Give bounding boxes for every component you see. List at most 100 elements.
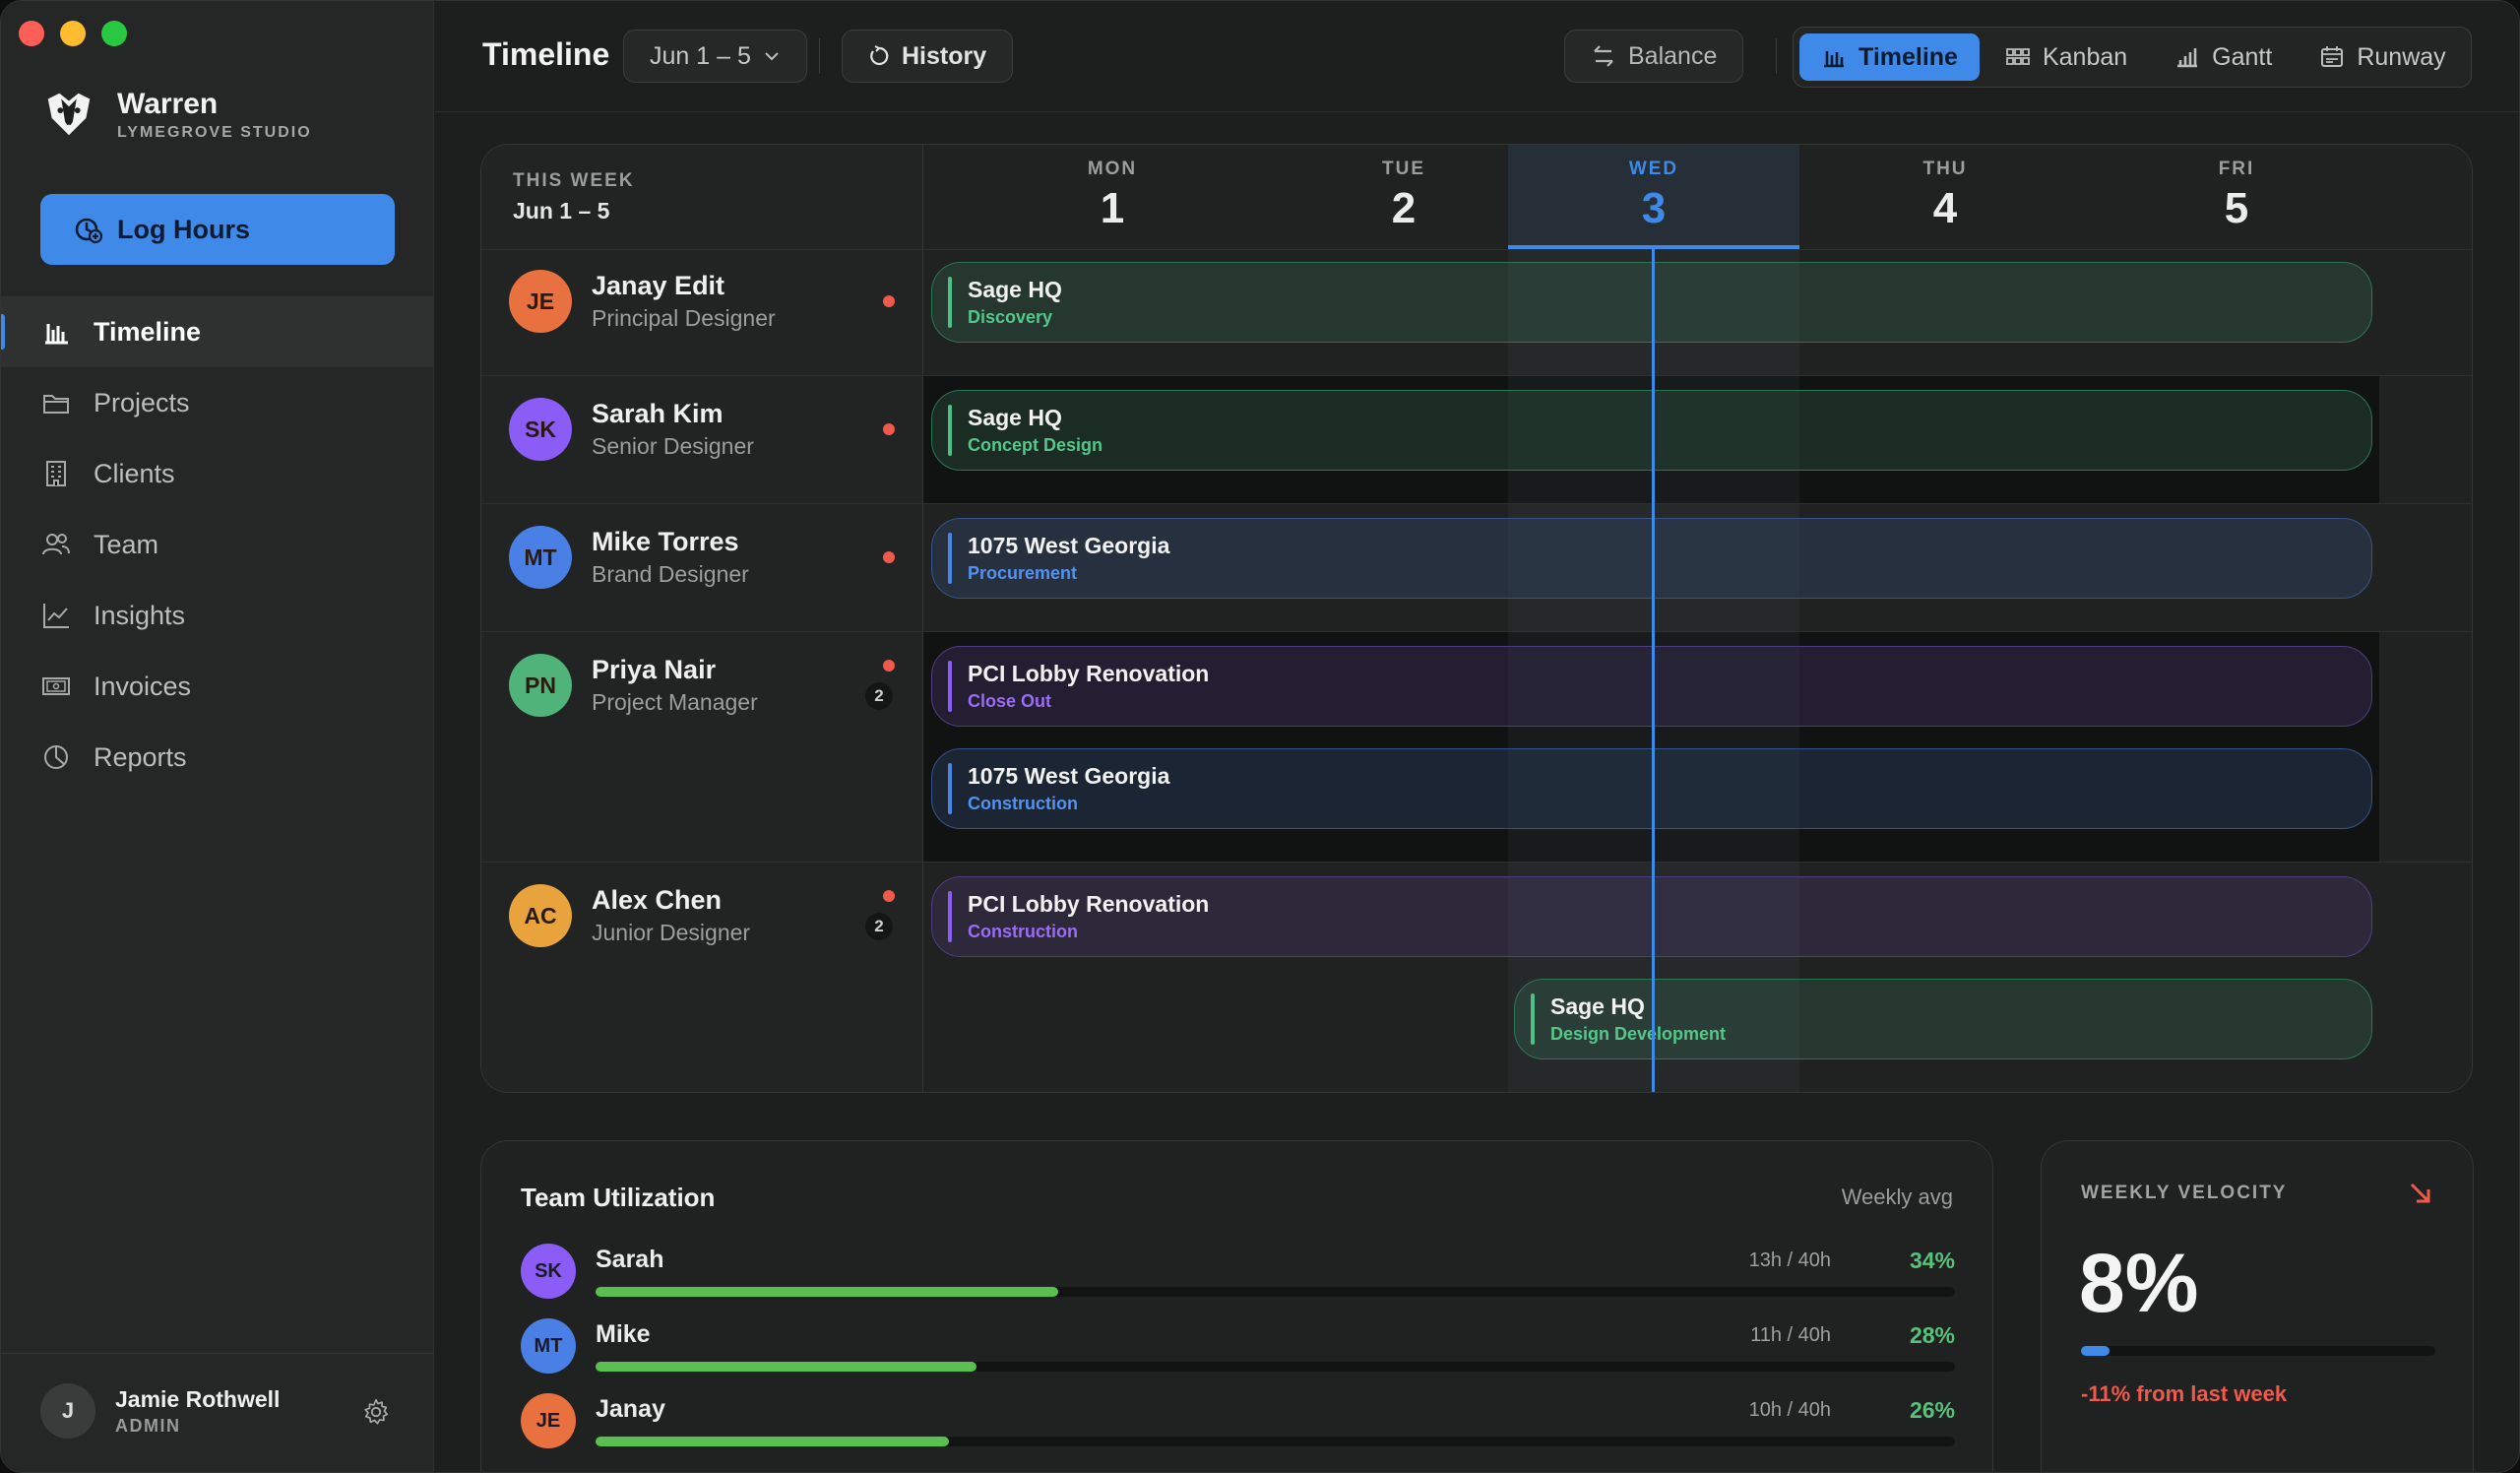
balance-label: Balance — [1628, 41, 1718, 70]
day-header-tue[interactable]: TUE 2 — [1258, 145, 1549, 249]
sidebar-item-label: Projects — [94, 387, 190, 417]
sidebar-item-reports[interactable]: Reports — [1, 722, 434, 793]
sidebar-item-label: Invoices — [94, 671, 192, 701]
utilization-percent: 26% — [1909, 1397, 1955, 1423]
sidebar-item-label: Reports — [94, 741, 187, 772]
clock-plus-icon — [75, 218, 103, 244]
sidebar-item-clients[interactable]: Clients — [1, 438, 434, 509]
gear-icon[interactable] — [361, 1397, 391, 1427]
view-tab-label: Kanban — [2042, 42, 2128, 71]
view-tab-label: Gantt — [2212, 42, 2273, 71]
utilization-track — [596, 1437, 1955, 1446]
view-tab-gantt[interactable]: Gantt — [2153, 33, 2294, 81]
avatar: JE — [509, 270, 572, 333]
bar-chart-icon — [45, 324, 68, 345]
history-label: History — [902, 41, 987, 70]
sidebar-item-label: Timeline — [94, 316, 202, 347]
minimize-window-button[interactable] — [60, 21, 86, 46]
day-header-thu[interactable]: THU 4 — [1799, 145, 2091, 249]
view-tab-timeline[interactable]: Timeline — [1799, 33, 1980, 81]
person-row-priya[interactable]: PN Priya Nair Project Manager — [509, 654, 903, 717]
avatar: AC — [509, 884, 572, 947]
lane-background — [923, 375, 2379, 503]
sidebar-item-invoices[interactable]: Invoices — [1, 651, 434, 722]
lane-background — [923, 631, 2379, 862]
studio-name: LYMEGROVE STUDIO — [117, 123, 312, 141]
day-date: 1 — [1100, 184, 1125, 232]
sidebar-item-team[interactable]: Team — [1, 509, 434, 580]
building-icon — [46, 461, 66, 486]
utilization-row[interactable]: SK Sarah 13h / 40h 34% — [521, 1244, 1955, 1303]
utilization-row[interactable]: JE Janay 10h / 40h 26% — [521, 1393, 1955, 1452]
bar-phase: Construction — [968, 922, 1078, 941]
day-name: MON — [1087, 159, 1138, 179]
sidebar-nav: Timeline Projects Clients Team Insights … — [1, 296, 434, 793]
sidebar: Warren LYMEGROVE STUDIO Log Hours Timeli… — [1, 1, 434, 1472]
timeline-board: THIS WEEK Jun 1 – 5 MON 1 TUE 2 WED 3 TH… — [480, 144, 2473, 1093]
utilization-hours: 13h / 40h — [1748, 1249, 1831, 1271]
person-name: Janay Edit — [592, 271, 725, 300]
person-name: Alex Chen — [592, 885, 723, 915]
zoom-window-button[interactable] — [101, 21, 127, 46]
assignment-bar[interactable]: Sage HQ Design Development — [1514, 979, 2372, 1059]
user-profile[interactable]: J Jamie Rothwell ADMIN — [40, 1383, 405, 1439]
bar-project: PCI Lobby Renovation — [968, 891, 1210, 917]
day-header-wed[interactable]: WED 3 — [1508, 145, 1799, 249]
sidebar-item-label: Insights — [94, 600, 186, 630]
utilization-name: Mike — [596, 1320, 651, 1348]
week-label: THIS WEEK Jun 1 – 5 — [513, 170, 635, 224]
sidebar-item-timeline[interactable]: Timeline — [1, 296, 434, 367]
close-window-button[interactable] — [19, 21, 44, 46]
person-row-janay[interactable]: JE Janay Edit Principal Designer — [509, 270, 903, 333]
sidebar-item-label: Team — [94, 529, 159, 559]
top-bar: Timeline Jun 1 – 5 History Balance Timel… — [435, 1, 2519, 112]
utilization-fill — [596, 1437, 949, 1446]
balance-button[interactable]: Balance — [1564, 30, 1744, 83]
view-tab-runway[interactable]: Runway — [2298, 33, 2467, 81]
person-row-mike[interactable]: MT Mike Torres Brand Designer — [509, 526, 903, 589]
calendar-icon — [2321, 46, 2344, 67]
velocity-track — [2081, 1346, 2435, 1356]
sidebar-item-projects[interactable]: Projects — [1, 367, 434, 438]
utilization-track — [596, 1362, 1955, 1372]
chevron-down-icon — [765, 52, 779, 61]
day-header-fri[interactable]: FRI 5 — [2091, 145, 2382, 249]
card-subtitle: Weekly avg — [1841, 1185, 1953, 1209]
history-button[interactable]: History — [842, 30, 1014, 83]
app-name: Warren — [117, 87, 219, 120]
day-date: 5 — [2224, 184, 2249, 232]
log-hours-button[interactable]: Log Hours — [40, 194, 395, 265]
view-tab-kanban[interactable]: Kanban — [1984, 33, 2149, 81]
grid-icon — [2006, 48, 2030, 65]
person-name: Sarah Kim — [592, 399, 724, 428]
avatar: PN — [509, 654, 572, 717]
pie-chart-icon — [44, 745, 68, 769]
row-divider — [481, 375, 2472, 376]
history-icon — [870, 45, 889, 66]
day-date: 3 — [1641, 184, 1667, 232]
user-name: Jamie Rothwell — [115, 1385, 281, 1412]
utilization-row[interactable]: MT Mike 11h / 40h 28% — [521, 1318, 1955, 1377]
utilization-percent: 34% — [1909, 1248, 1955, 1273]
day-date: 2 — [1391, 184, 1417, 232]
person-row-alex[interactable]: AC Alex Chen Junior Designer — [509, 884, 903, 947]
person-row-sarah[interactable]: SK Sarah Kim Senior Designer — [509, 398, 903, 461]
line-chart-icon — [43, 604, 69, 628]
users-icon — [42, 534, 70, 555]
page-title: Timeline — [482, 36, 610, 72]
bar-project: Sage HQ — [968, 405, 1062, 430]
avatar: JE — [521, 1393, 576, 1448]
bar-phase: Close Out — [968, 691, 1052, 711]
day-name: WED — [1628, 159, 1679, 179]
sidebar-item-insights[interactable]: Insights — [1, 580, 434, 651]
assignment-count-badge: 2 — [865, 913, 893, 940]
bar-project: Sage HQ — [968, 277, 1062, 302]
current-time-indicator — [1652, 249, 1655, 1092]
row-divider — [481, 503, 2472, 504]
velocity-fill — [2081, 1346, 2110, 1356]
bar-project: Sage HQ — [1550, 993, 1645, 1019]
date-range-dropdown[interactable]: Jun 1 – 5 — [623, 30, 807, 83]
day-header-mon[interactable]: MON 1 — [967, 145, 1258, 249]
bar-chart-icon — [1824, 51, 1844, 68]
